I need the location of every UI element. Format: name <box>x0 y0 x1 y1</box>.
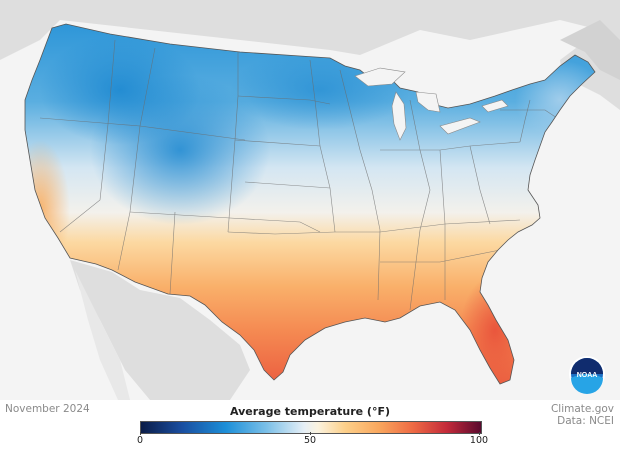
credit-source: Climate.gov <box>550 403 614 415</box>
footer: November 2024 Average temperature (°F) 0… <box>0 400 620 450</box>
noaa-logo-icon: NOAA <box>569 356 605 394</box>
credit: Climate.gov Data: NCEI <box>551 403 614 427</box>
legend-tick-50: 50 <box>303 435 317 446</box>
legend-tickmark <box>310 432 311 435</box>
temperature-map: NOAA <box>0 0 620 400</box>
legend-tick-0: 0 <box>136 435 144 446</box>
legend-title: Average temperature (°F) <box>230 405 390 418</box>
date-label: November 2024 <box>5 403 90 415</box>
legend-tickmark <box>479 432 480 435</box>
legend-tick-100: 100 <box>469 435 489 446</box>
legend-colorbar <box>140 421 482 434</box>
noaa-logo-text: NOAA <box>577 372 598 379</box>
legend-tickmark <box>140 432 141 435</box>
credit-data: Data: NCEI <box>557 415 614 427</box>
